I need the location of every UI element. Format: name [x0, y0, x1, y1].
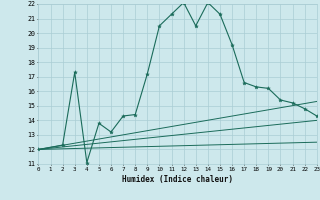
- X-axis label: Humidex (Indice chaleur): Humidex (Indice chaleur): [122, 175, 233, 184]
